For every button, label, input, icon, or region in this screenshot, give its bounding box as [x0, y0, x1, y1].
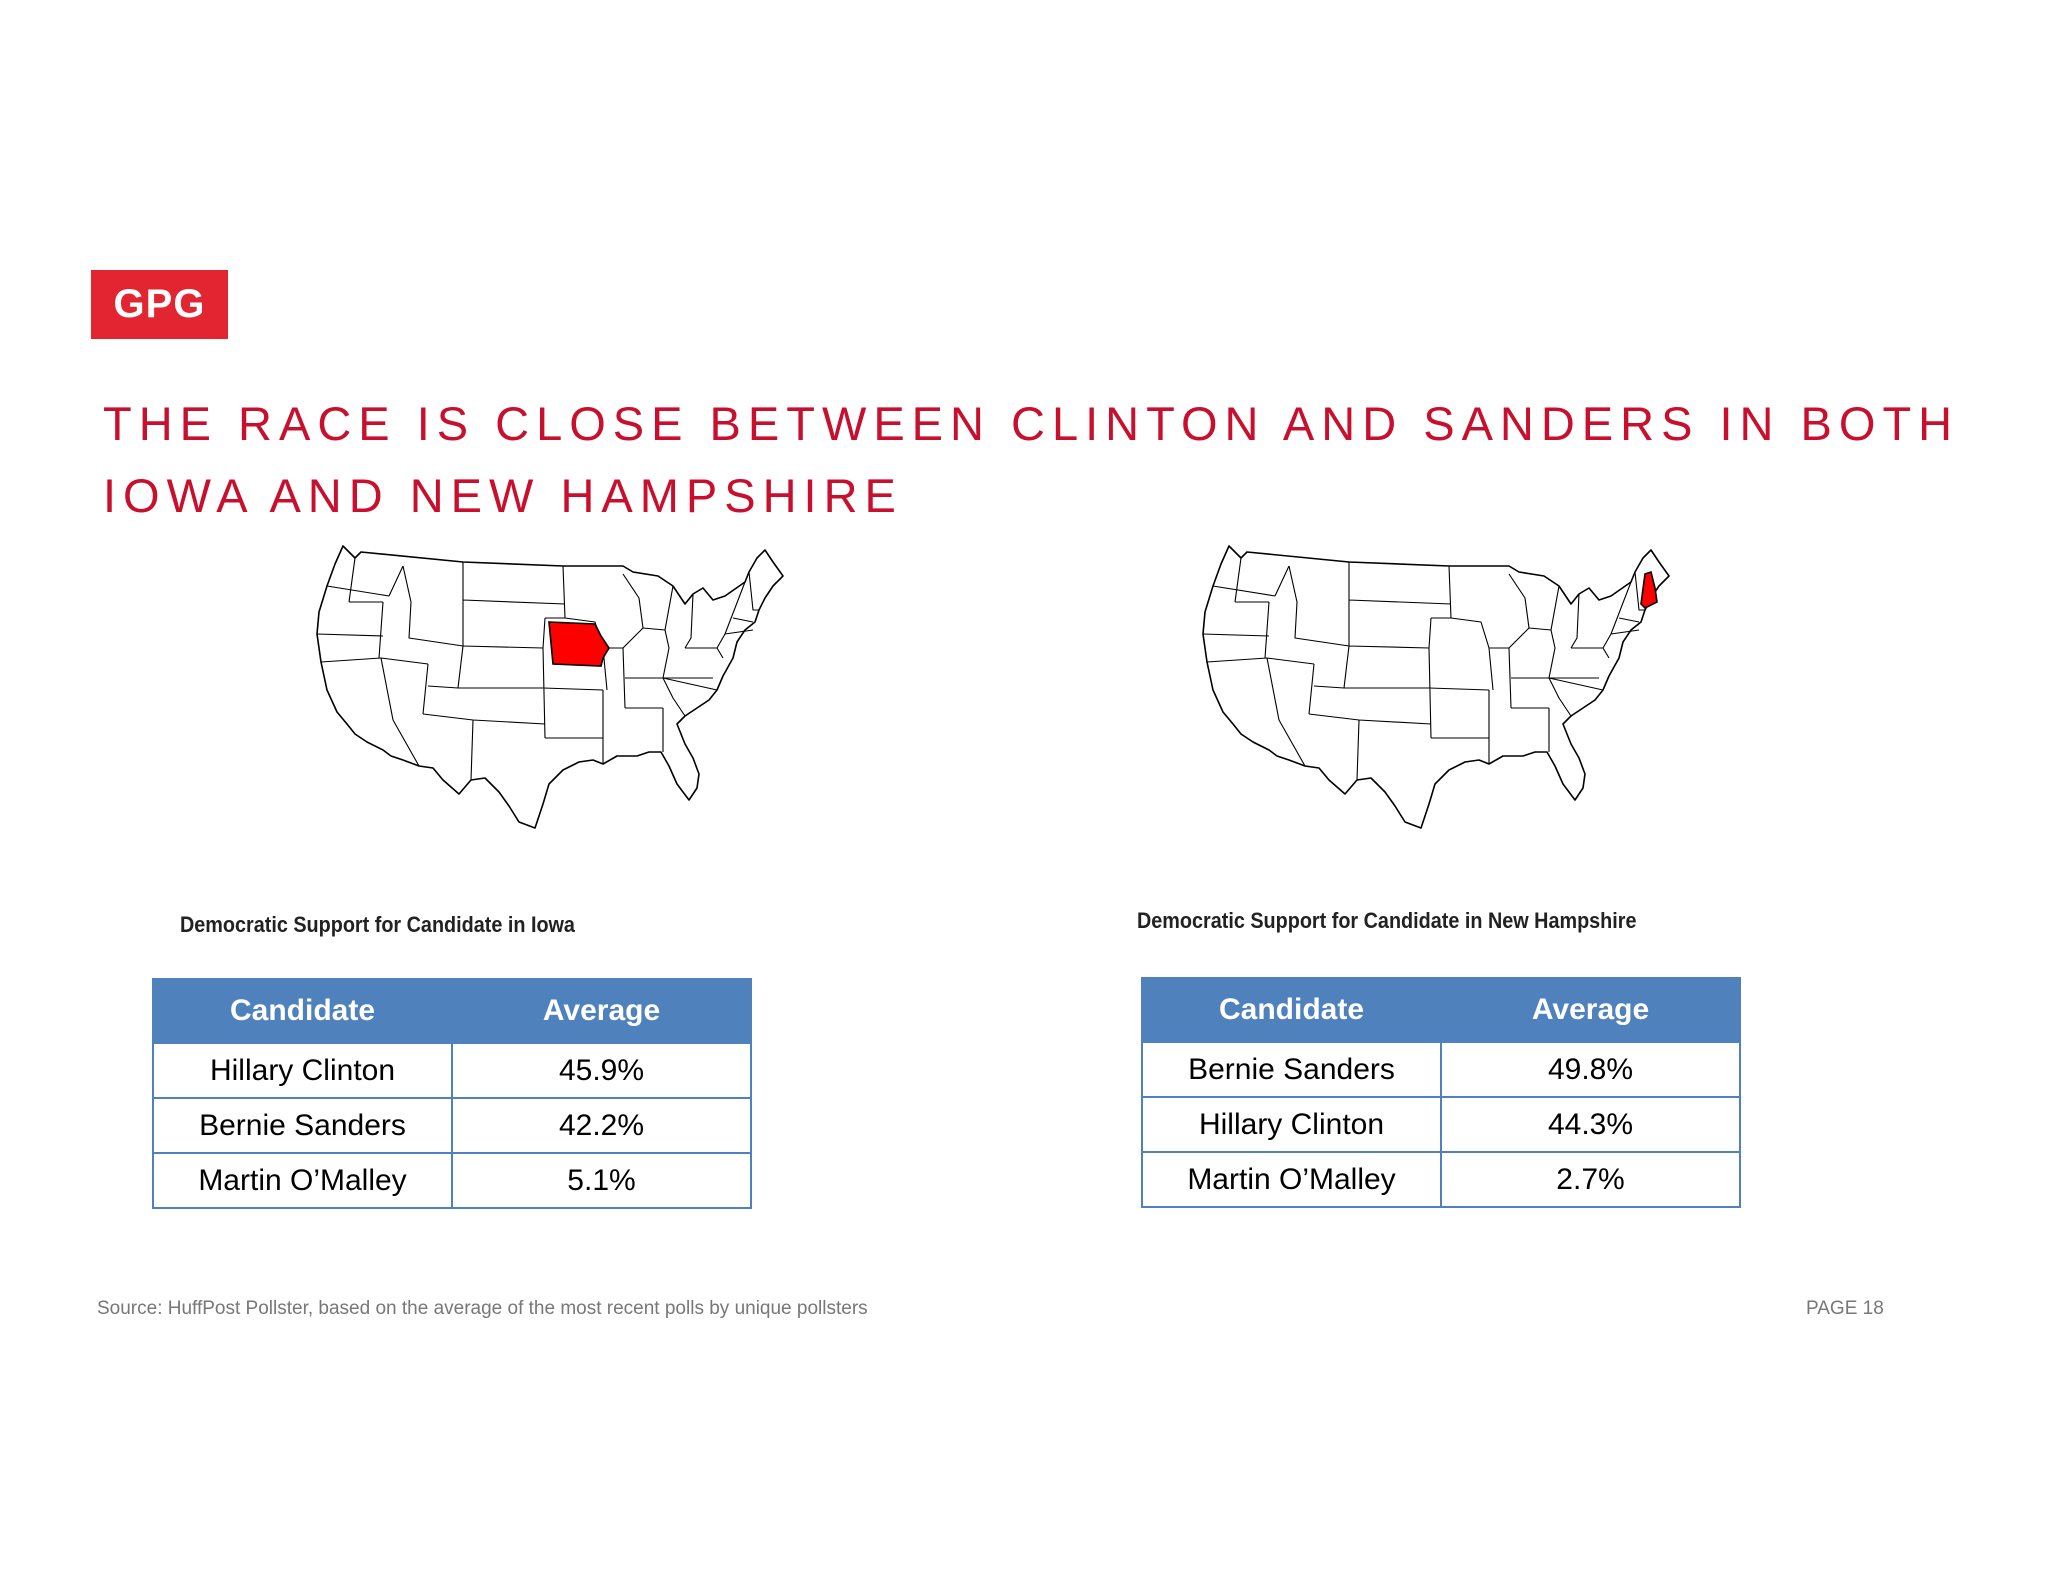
us-outline [1202, 545, 1670, 829]
table-row: Bernie Sanders 42.2% [152, 1097, 752, 1154]
iowa-table-caption: Democratic Support for Candidate in Iowa [180, 912, 575, 937]
iowa-poll-table: Candidate Average Hillary Clinton 45.9% … [152, 978, 752, 1209]
candidate-name: Martin O’Malley [152, 1152, 453, 1209]
candidate-name: Bernie Sanders [1141, 1041, 1442, 1098]
us-map-new-hampshire [1199, 538, 1689, 848]
candidate-average: 2.7% [1440, 1151, 1741, 1208]
column-header-average: Average [451, 978, 752, 1044]
table-row: Bernie Sanders 49.8% [1141, 1041, 1741, 1098]
column-header-average: Average [1440, 977, 1741, 1043]
candidate-average: 45.9% [451, 1042, 752, 1099]
candidate-average: 49.8% [1440, 1041, 1741, 1098]
page-title: THE RACE IS CLOSE BETWEEN CLINTON AND SA… [103, 397, 1960, 522]
candidate-name: Bernie Sanders [152, 1097, 453, 1154]
candidate-average: 42.2% [451, 1097, 752, 1154]
us-map-iowa-graphic [316, 545, 784, 829]
table-row: Martin O’Malley 2.7% [1141, 1151, 1741, 1208]
candidate-average: 44.3% [1440, 1096, 1741, 1153]
new-hampshire-table-caption: Democratic Support for Candidate in New … [1137, 908, 1637, 933]
gpg-logo: GPG [91, 270, 228, 339]
candidate-name: Hillary Clinton [1141, 1096, 1442, 1153]
table-header-row: Candidate Average [152, 978, 752, 1044]
state-borders [316, 557, 759, 781]
us-map-iowa [313, 538, 803, 848]
state-borders [1202, 557, 1645, 781]
us-map-nh-graphic [1202, 545, 1670, 829]
page-number: PAGE 18 [1806, 1298, 1884, 1319]
table-row: Hillary Clinton 44.3% [1141, 1096, 1741, 1153]
table-header-row: Candidate Average [1141, 977, 1741, 1043]
table-row: Martin O’Malley 5.1% [152, 1152, 752, 1209]
candidate-name: Martin O’Malley [1141, 1151, 1442, 1208]
candidate-name: Hillary Clinton [152, 1042, 453, 1099]
new-hampshire-poll-table: Candidate Average Bernie Sanders 49.8% H… [1141, 977, 1741, 1208]
iowa-state [548, 621, 610, 667]
source-note: Source: HuffPost Pollster, based on the … [97, 1298, 868, 1319]
candidate-average: 5.1% [451, 1152, 752, 1209]
table-row: Hillary Clinton 45.9% [152, 1042, 752, 1099]
column-header-candidate: Candidate [1141, 977, 1442, 1043]
us-outline [316, 545, 784, 829]
column-header-candidate: Candidate [152, 978, 453, 1044]
new-hampshire-state [1640, 570, 1658, 609]
